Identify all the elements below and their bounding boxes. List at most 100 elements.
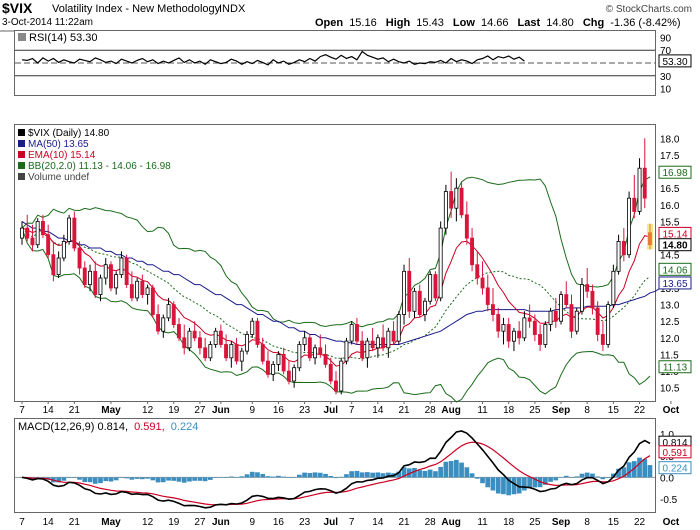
macd-histogram-bar [553, 477, 559, 481]
rsi-tick-label: 30 [660, 72, 672, 83]
x-axis-label-bottom: 7 [19, 517, 25, 528]
macd-histogram-bar [605, 477, 611, 478]
price-tick-label: 12.5 [660, 317, 680, 328]
candle-body [517, 330, 522, 339]
candle-body [98, 277, 103, 296]
candle-body [187, 330, 192, 349]
macd-histogram-bar [260, 474, 266, 478]
candle-body [428, 274, 433, 302]
candle-body [25, 227, 30, 239]
macd-histogram-bar [181, 477, 187, 483]
low-label: Low [453, 17, 475, 29]
legend-entry: $VIX (Daily) 14.80 [28, 128, 110, 139]
x-axis-label-bottom: 14 [372, 517, 384, 528]
candle-body [637, 167, 642, 212]
candle-body [114, 274, 119, 289]
candle-body [459, 187, 464, 216]
x-axis-label-bottom: Jun [212, 517, 230, 528]
candle-body [82, 267, 87, 286]
candle-body [135, 280, 140, 299]
candle-body [150, 287, 155, 315]
legend-swatch-icon [18, 151, 25, 158]
candle-body [585, 284, 590, 292]
x-axis-label-bottom: 14 [43, 517, 55, 528]
macd-tick-label: 0.0 [660, 473, 674, 484]
macd-histogram-bar [495, 477, 501, 494]
candle-body [323, 353, 328, 365]
macd-histogram-bar [406, 468, 412, 478]
macd-histogram-bar [548, 477, 553, 482]
x-axis-label-bottom: 7 [349, 517, 355, 528]
macd-label-main: MACD(12,26,9) 0.814, [18, 421, 128, 433]
candle-body [176, 324, 181, 339]
rsi-tick-label: 70 [660, 46, 672, 57]
x-axis-label: Jun [212, 405, 230, 416]
macd-histogram-bar [380, 473, 386, 478]
candle-body [129, 284, 134, 299]
macd-histogram-bar [239, 476, 245, 478]
candle-body [46, 234, 51, 256]
candle-body [417, 290, 422, 315]
candle-body [475, 264, 480, 279]
macd-histogram-bar [480, 477, 485, 484]
macd-panel-frame [14, 418, 656, 513]
candle-body [449, 191, 454, 209]
macd-histogram-bar [103, 477, 109, 482]
candle-body [559, 294, 563, 322]
macd-histogram-bar [543, 477, 548, 485]
macd-histogram-bar [344, 474, 349, 478]
open-value: 15.16 [349, 17, 377, 29]
price-panel-frame [14, 124, 656, 402]
macd-histogram-bar [527, 477, 532, 489]
legend-entry: BB(20,2.0) 11.13 - 14.06 - 16.98 [28, 161, 171, 172]
macd-histogram-bar [129, 477, 135, 480]
macd-histogram-bar [370, 472, 375, 478]
chg-value: -1.36 (-8.42%) [610, 17, 680, 29]
macd-histogram-bar [647, 465, 653, 478]
macd-histogram-bar [119, 477, 124, 478]
legend-swatch-icon [18, 173, 25, 180]
macd-histogram-bar [92, 477, 98, 484]
x-axis-label: 18 [503, 405, 515, 416]
candle-body [365, 340, 370, 359]
x-axis-label: 8 [584, 405, 590, 416]
candle-body [333, 380, 338, 392]
candle-body [119, 257, 124, 276]
macd-histogram-bar [584, 472, 590, 478]
candle-body [145, 287, 150, 295]
macd-histogram-bar [532, 477, 538, 488]
candle-body [281, 353, 286, 372]
macd-histogram-bar [286, 477, 292, 478]
macd-histogram-bar [631, 461, 637, 478]
x-axis-label: Aug [441, 405, 460, 416]
x-axis-label: 25 [529, 405, 541, 416]
macd-histogram-bar [312, 472, 318, 478]
price-value-badge: 14.06 [662, 265, 687, 276]
chg-label: Chg [583, 17, 604, 29]
legend-swatch-icon [18, 129, 25, 136]
macd-histogram-bar [134, 477, 140, 479]
macd-histogram-bar [77, 477, 82, 480]
candle-body [349, 324, 354, 342]
x-axis: 7 7 14 14 21 21 May May 12 12 19 19 27 27 Jun Jun 9 9 16 16… [19, 401, 680, 528]
macd-histogram-bar [270, 476, 276, 478]
macd-histogram-bar [438, 466, 443, 478]
macd-histogram-bar [401, 467, 407, 478]
chart-datetime: 3-Oct-2014 11:22am [2, 17, 93, 28]
x-axis-label-bottom: 18 [503, 517, 515, 528]
x-axis-label-bottom: Aug [441, 517, 460, 528]
macd-histogram-bar [506, 477, 511, 496]
candle-body [543, 324, 548, 345]
legend-entry: EMA(10) 15.14 [28, 150, 96, 161]
ma50-line [21, 220, 677, 345]
candle-body [72, 217, 77, 249]
x-axis-label: Jul [324, 405, 339, 416]
macd-histogram-bar [160, 477, 166, 483]
macd-histogram-bar [616, 468, 621, 478]
macd-histogram-bar [448, 461, 454, 478]
macd-histogram-bar [56, 477, 61, 483]
macd-histogram-bar [276, 475, 281, 478]
macd-label: MACD(12,26,9) 0.814, 0.591, 0.224 [18, 421, 198, 433]
macd-histogram-bar [422, 470, 428, 478]
macd-histogram-bar [338, 476, 344, 478]
